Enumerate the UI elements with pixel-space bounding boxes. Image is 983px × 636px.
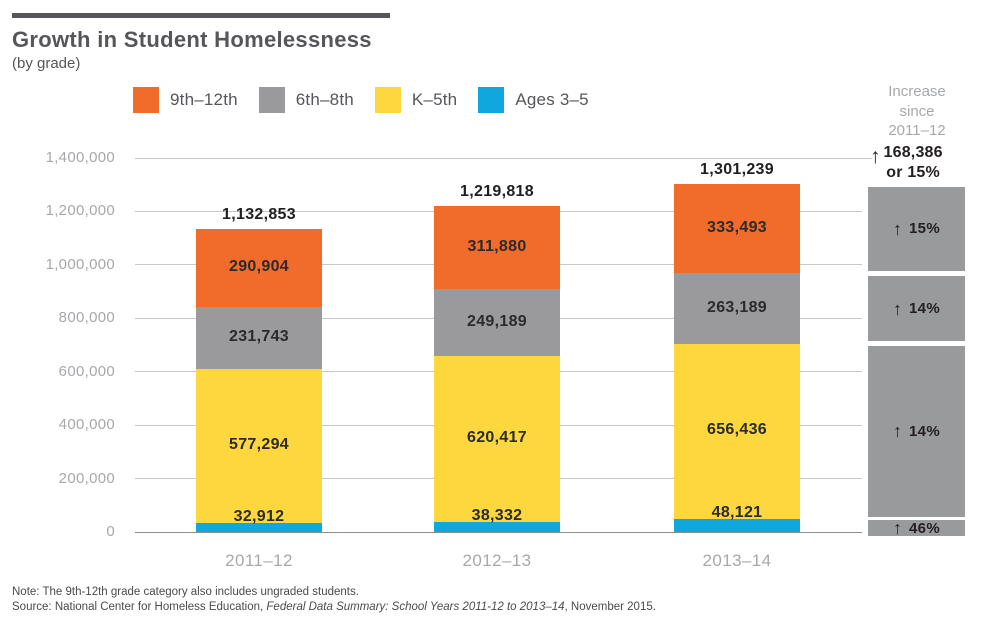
bar-segment-label: 48,121 xyxy=(711,504,763,522)
increase-annotation-suffix: or 15% xyxy=(886,163,940,181)
bar-segment-label: 32,912 xyxy=(233,508,285,526)
bar-segment-label: 656,436 xyxy=(707,421,767,439)
bar-segment-label: 263,189 xyxy=(707,298,767,316)
up-arrow-icon: ↑ xyxy=(893,218,903,239)
note-line: Note: The 9th-12th grade category also i… xyxy=(12,586,359,598)
y-axis-label: 800,000 xyxy=(58,309,115,327)
source-suffix: , November 2015. xyxy=(564,600,656,613)
bar-segment-label: 620,417 xyxy=(467,428,527,446)
page-title: Growth in Student Homelessness xyxy=(12,27,372,52)
source-line: Source: National Center for Homeless Edu… xyxy=(12,600,656,615)
legend-item: 9th–12th xyxy=(133,87,238,113)
increase-annotation-text: 168,386 or 15% xyxy=(884,143,943,182)
legend: 9th–12th 6th–8th K–5th Ages 3–5 xyxy=(133,87,610,113)
increase-column-header: Increase since 2011–12 xyxy=(888,83,946,139)
increase-box-label: 14% xyxy=(909,422,940,440)
bar-segment-label: 311,880 xyxy=(467,237,527,255)
gridline xyxy=(135,157,872,159)
x-axis-label: 2011–12 xyxy=(225,551,293,570)
legend-label: Ages 3–5 xyxy=(515,90,589,109)
footnotes: Note: The 9th-12th grade category also i… xyxy=(12,585,656,615)
source-prefix: Source: National Center for Homeless Edu… xyxy=(12,600,267,613)
bar-total-label: 1,301,239 xyxy=(700,161,774,179)
bar-segment xyxy=(196,307,322,369)
chart-subtitle: (by grade) xyxy=(12,55,81,72)
bar-segment xyxy=(434,289,560,356)
bar-segment xyxy=(196,229,322,308)
increase-annotation-value: 168,386 xyxy=(883,144,943,161)
up-arrow-icon: ↑ xyxy=(893,421,903,442)
legend-item: 6th–8th xyxy=(258,87,354,113)
y-axis-label: 1,200,000 xyxy=(45,202,115,220)
bar-segment-label: 290,904 xyxy=(229,258,289,276)
bar-total-label: 1,219,818 xyxy=(460,183,534,201)
increase-box-label: 46% xyxy=(909,519,940,537)
bar-segment xyxy=(674,343,800,520)
increase-annotation: ↑ 168,386 or 15% xyxy=(870,143,943,182)
increase-box: ↑ 14% xyxy=(868,275,965,342)
increase-box-label: 15% xyxy=(909,220,940,238)
bar-segment xyxy=(674,519,800,532)
bar-segment-label: 249,189 xyxy=(467,312,527,330)
title-rule xyxy=(12,13,390,18)
bar-segment xyxy=(434,356,560,522)
bar-segment xyxy=(434,206,560,290)
legend-label: 6th–8th xyxy=(295,90,354,109)
y-axis-label: 200,000 xyxy=(58,469,115,487)
bar-segment-label: 333,493 xyxy=(707,218,767,236)
bar-segment-label: 577,294 xyxy=(229,436,289,454)
bar-segment xyxy=(196,368,322,524)
bar-segment xyxy=(434,521,560,532)
legend-item: K–5th xyxy=(374,87,458,113)
bar-segment-label: 38,332 xyxy=(471,506,523,524)
up-arrow-icon: ↑ xyxy=(893,298,903,319)
y-axis-label: 1,400,000 xyxy=(45,149,115,166)
legend-label: 9th–12th xyxy=(170,90,238,109)
x-axis-label: 2012–13 xyxy=(462,551,532,570)
y-axis-label: 0 xyxy=(106,523,115,540)
legend-swatch xyxy=(478,87,505,113)
bar-segment-label: 231,743 xyxy=(229,328,289,346)
y-axis-label: 600,000 xyxy=(58,362,115,380)
legend-label: K–5th xyxy=(411,90,458,109)
y-axis-label: 400,000 xyxy=(58,416,115,434)
bar-segment xyxy=(674,273,800,344)
y-axis-label: 1,000,000 xyxy=(45,255,115,273)
legend-item: Ages 3–5 xyxy=(478,87,589,113)
increase-box-label: 14% xyxy=(909,300,940,318)
increase-box: ↑ 46% xyxy=(868,518,965,539)
bar-segment xyxy=(196,523,322,532)
legend-swatch xyxy=(258,87,285,113)
legend-swatch xyxy=(374,87,401,113)
up-arrow-icon: ↑ xyxy=(893,518,903,539)
gridline xyxy=(135,531,862,533)
legend-swatch xyxy=(133,87,159,113)
increase-box: ↑ 14% xyxy=(868,346,965,517)
source-title: Federal Data Summary: School Years 2011-… xyxy=(266,600,565,613)
bar-total-label: 1,132,853 xyxy=(222,206,296,224)
increase-box: ↑ 15% xyxy=(868,186,965,271)
x-axis-label: 2013–14 xyxy=(702,551,772,570)
up-arrow-icon: ↑ xyxy=(870,145,881,168)
bar-segment xyxy=(674,184,800,274)
